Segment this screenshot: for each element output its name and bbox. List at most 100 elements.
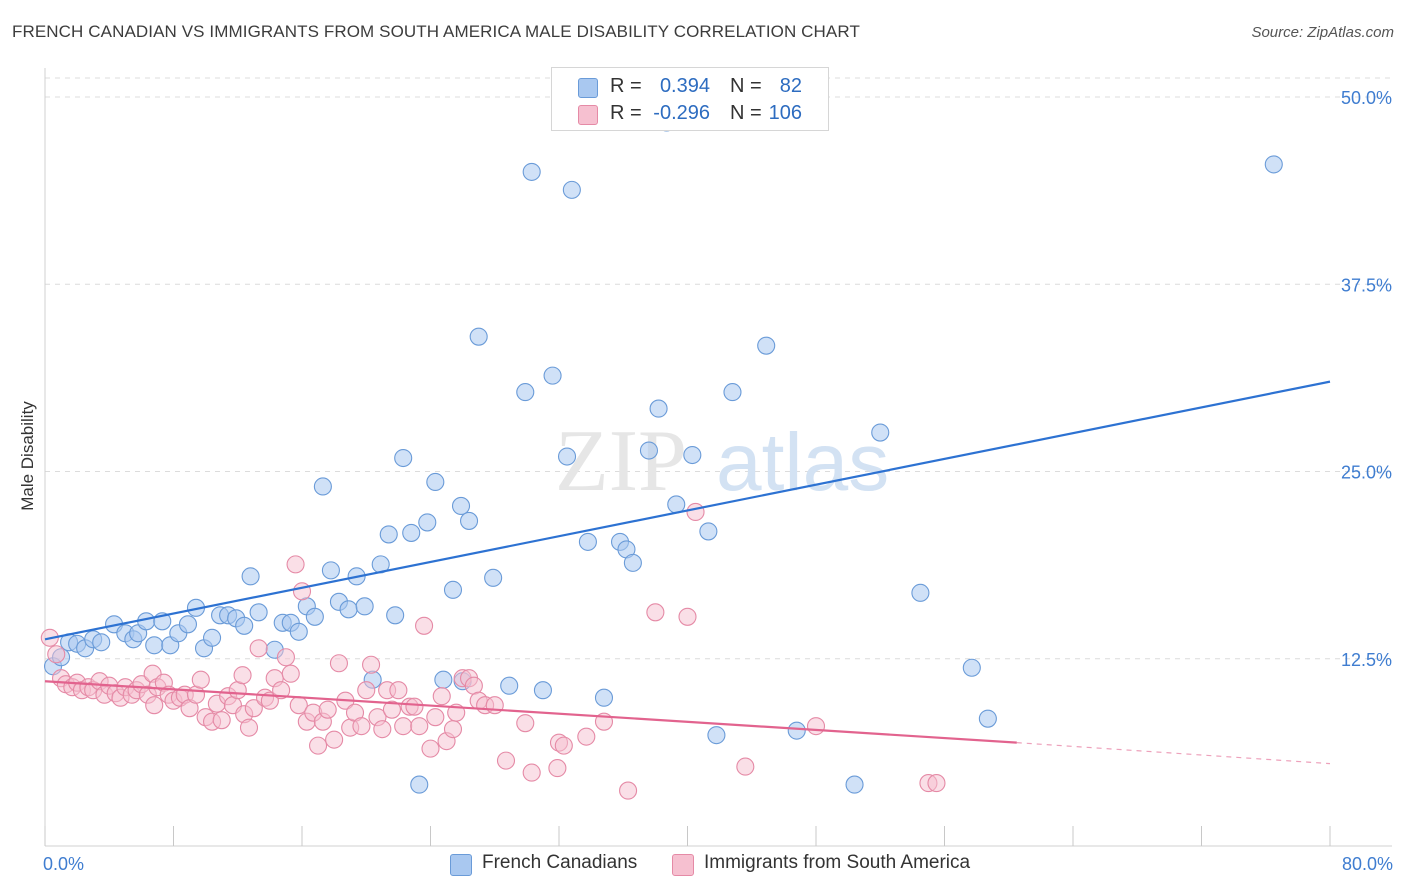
point-immigrants-south-america [405,697,424,716]
point-immigrants-south-america [286,555,305,574]
point-immigrants-south-america [410,717,429,736]
point-immigrants-south-america [382,700,402,719]
point-immigrants-south-america [191,670,210,689]
point-french-canadians [484,568,503,587]
point-immigrants-south-america [228,681,247,700]
point-french-canadians [516,383,535,402]
point-immigrants-south-america [357,681,376,700]
point-french-canadians [92,633,111,652]
y-tick-label: 25.0% [1341,463,1392,483]
point-french-canadians [459,511,479,530]
point-french-canadians [402,523,421,542]
point-french-canadians [594,688,614,707]
point-immigrants-south-america [212,711,231,730]
point-french-canadians [845,775,864,794]
point-immigrants-south-america [329,654,348,673]
legend-label: Immigrants from South America [704,852,971,873]
legend-label: French Canadians [482,852,638,873]
axes [44,68,1392,847]
point-french-canadians [178,615,198,634]
point-french-canadians [203,628,222,647]
stats-legend-row-immigrants: R = -0.296 N = 106 [552,101,828,127]
point-immigrants-south-america [577,727,596,746]
y-tick-label: 12.5% [1341,650,1392,670]
point-immigrants-south-america [516,714,535,733]
watermark-atlas: atlas [716,417,889,508]
point-immigrants-south-america [522,763,541,782]
point-immigrants-south-america [394,717,413,736]
point-french-canadians [145,636,164,655]
point-immigrants-south-america [362,655,381,674]
point-immigrants-south-america [426,708,445,727]
point-immigrants-south-america [415,616,434,635]
r-value: 0.394 [659,75,710,97]
point-immigrants-south-america [485,696,504,715]
point-immigrants-south-america [318,700,337,719]
point-french-canadians [443,580,463,599]
stats-legend: R = 0.394 N = 82 R = -0.296 N = 106 [551,67,829,131]
tick-labels: 12.5% 25.0% 37.5% 50.0% 0.0% 80.0% [43,88,1393,874]
point-french-canadians [757,336,776,355]
chart-title: FRENCH CANADIAN VS IMMIGRANTS FROM SOUTH… [12,22,860,41]
point-french-canadians [500,676,519,695]
point-immigrants-south-america [186,685,206,704]
point-french-canadians [562,180,581,199]
point-french-canadians [355,597,374,616]
point-immigrants-south-america [443,720,463,739]
point-french-canadians [289,622,308,641]
point-immigrants-south-america [325,730,344,749]
trendline-immigrants-south-america [44,680,1017,744]
point-immigrants-south-america [352,717,371,736]
point-immigrants-south-america [145,696,164,715]
point-immigrants-south-america [272,681,291,700]
y-tick-label: 37.5% [1341,275,1392,295]
point-immigrants-south-america [464,676,483,695]
watermark-zip: ZIP [555,413,687,510]
point-immigrants-south-america [806,717,826,736]
point-immigrants-south-america [292,582,312,601]
point-immigrants-south-america [619,781,638,800]
point-french-canadians [451,496,471,516]
trend-lines [44,380,1331,765]
point-immigrants-south-america [281,664,300,683]
point-french-canadians [394,448,413,468]
n-value: 82 [779,75,802,97]
point-french-canadians [1264,155,1283,174]
point-french-canadians [339,600,358,619]
point-french-canadians [249,603,268,622]
n-label: N = [730,102,762,124]
point-french-canadians [313,477,332,496]
x-tick-label: 0.0% [43,854,84,874]
point-immigrants-south-america [421,739,440,758]
point-french-canadians [321,561,340,580]
point-french-canadians [410,775,429,794]
trendline-extension-immigrants-south-america [1016,742,1331,765]
point-immigrants-south-america [736,757,755,776]
point-french-canadians [533,681,552,700]
point-french-canadians [305,607,324,626]
point-french-canadians [871,423,890,442]
point-immigrants-south-america [927,774,946,793]
point-french-canadians [386,606,405,625]
point-immigrants-south-america [548,759,567,778]
trendline-french-canadians [44,380,1331,641]
point-french-canadians [379,525,398,544]
point-french-canadians [426,472,445,492]
r-label: R = [610,75,642,97]
point-french-canadians [649,399,668,418]
point-french-canadians [683,445,702,465]
point-immigrants-south-america [47,645,66,664]
point-french-canadians [578,532,597,551]
point-french-canadians [723,383,742,402]
point-immigrants-south-america [309,736,328,755]
legend-swatch-blue [578,78,598,98]
point-immigrants-south-america [686,502,705,521]
point-french-canadians [235,616,254,635]
point-french-canadians [911,583,930,602]
y-tick-label: 50.0% [1341,88,1392,108]
watermark: ZIP atlas [555,413,889,510]
x-tick-label: 80.0% [1342,854,1393,874]
point-french-canadians [522,162,541,181]
point-french-canadians [707,726,726,745]
